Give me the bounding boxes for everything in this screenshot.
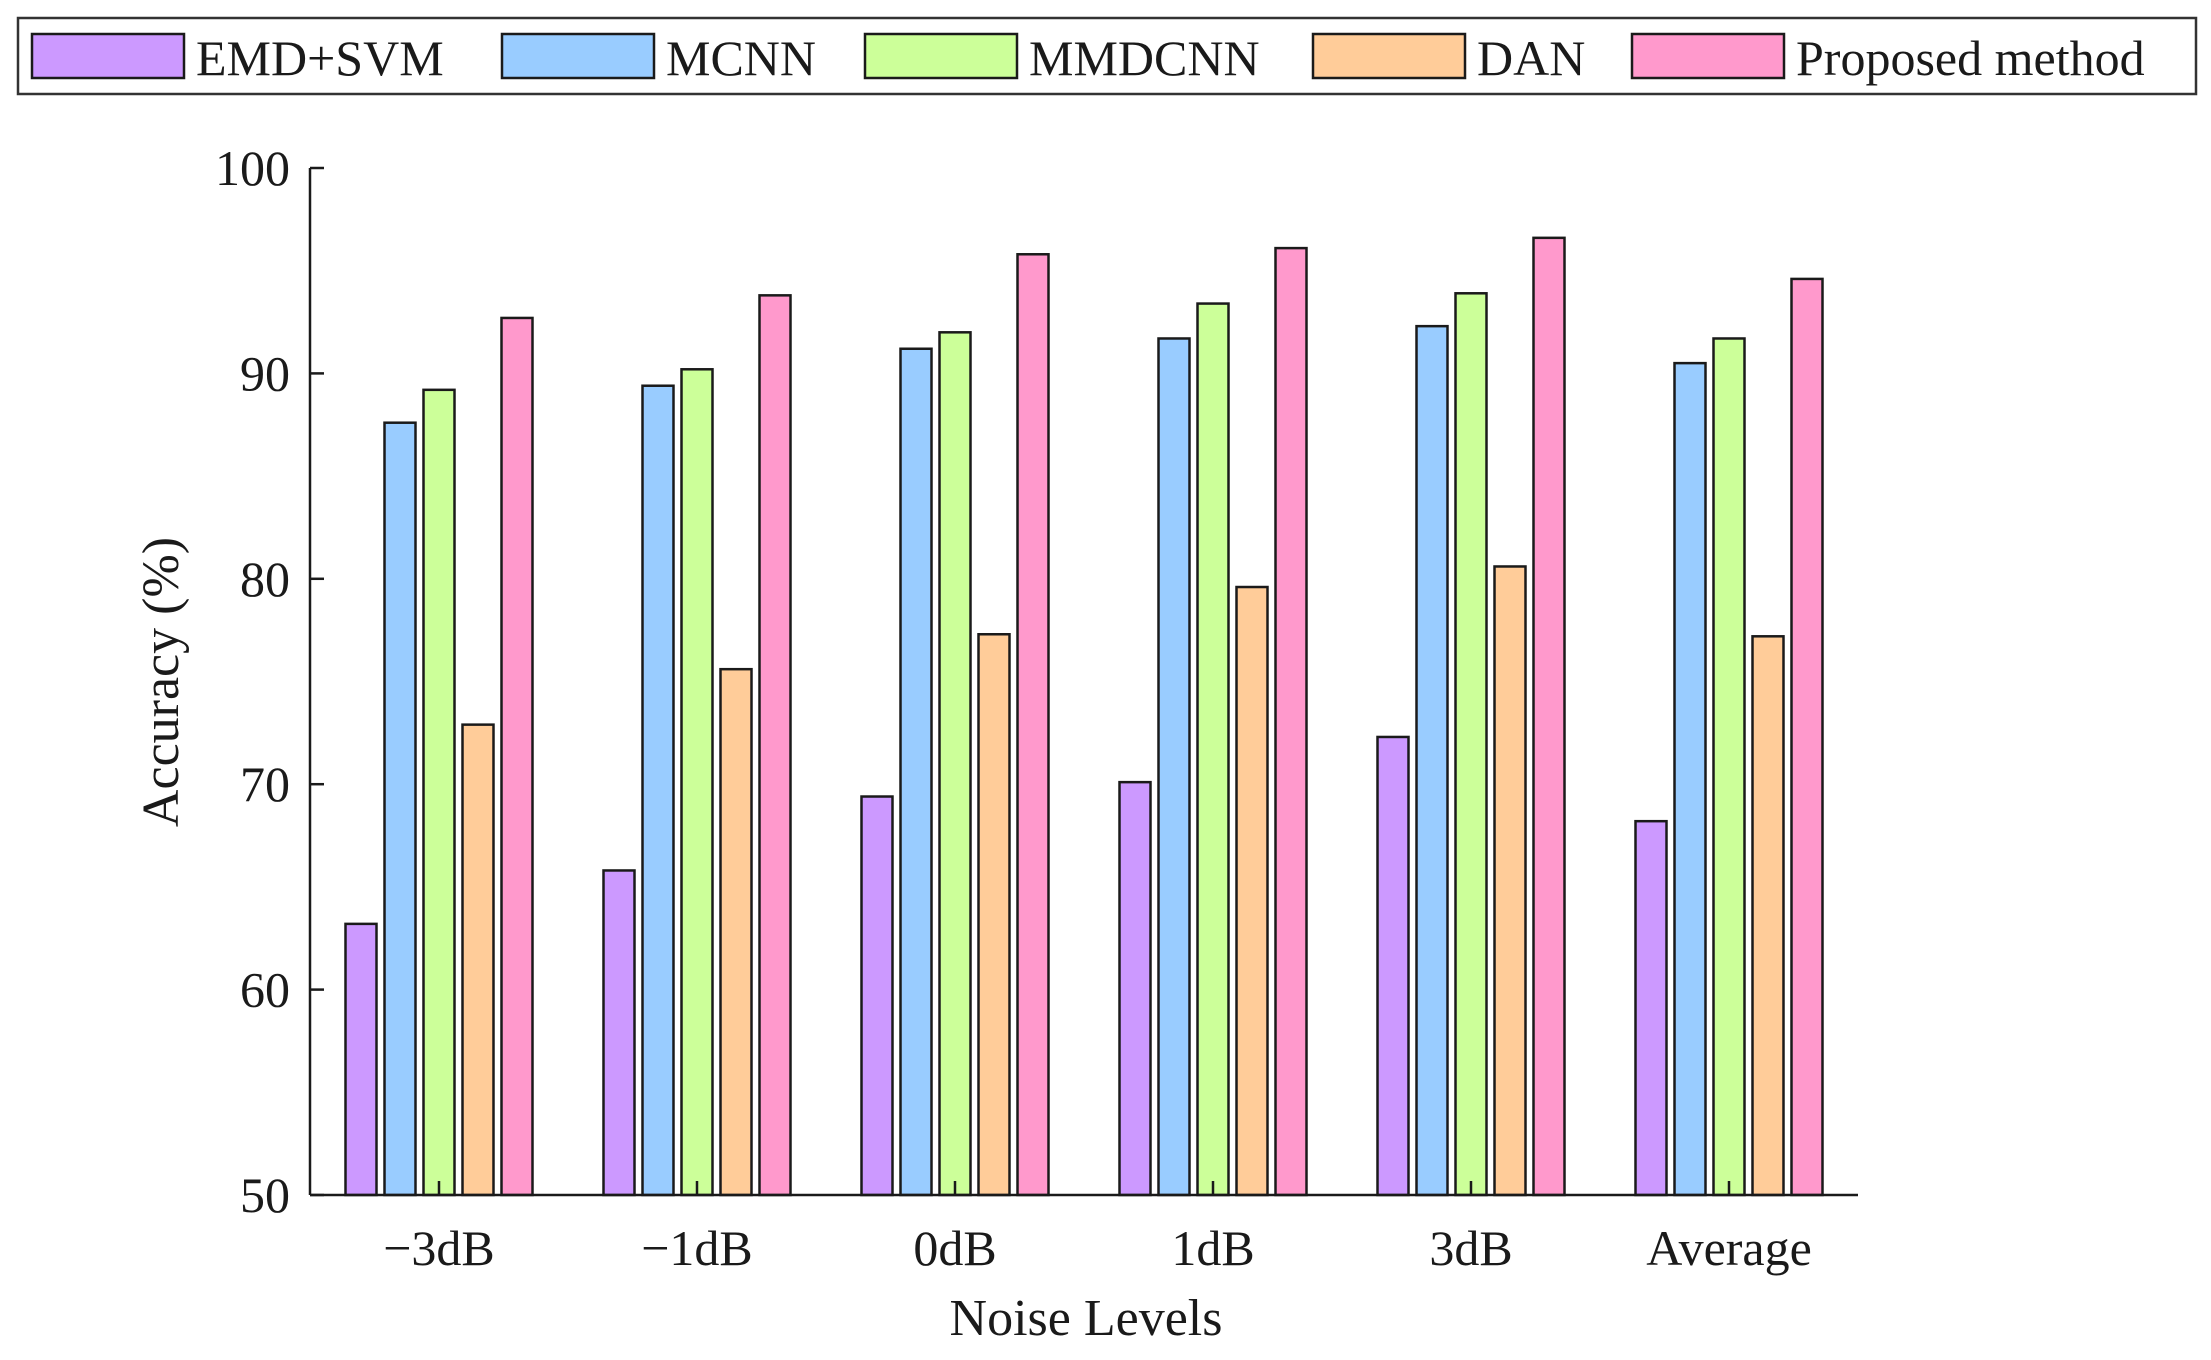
bar	[1790, 277, 1824, 1197]
y-tick-label: 50	[240, 1167, 290, 1223]
legend: EMD+SVM MCNN MMDCNN DAN Proposed method	[16, 16, 2198, 96]
bar	[1415, 324, 1449, 1197]
x-tick-label: 0dB	[913, 1220, 996, 1276]
bar	[938, 331, 972, 1197]
legend-item: DAN	[1311, 30, 1585, 86]
legend-label: DAN	[1477, 30, 1585, 86]
legend-swatch	[1311, 32, 1467, 80]
legend-item: MCNN	[500, 30, 816, 86]
bar	[1118, 780, 1152, 1197]
bar	[977, 633, 1011, 1197]
legend-item: MMDCNN	[863, 30, 1260, 86]
legend-item: EMD+SVM	[30, 30, 444, 86]
bar	[680, 368, 714, 1197]
axes: 50 60 70 80 90 100 −3dB −1dB 0dB 1dB 3dB Average	[215, 140, 1858, 1276]
bar	[383, 421, 417, 1197]
x-tick-label: 1dB	[1171, 1220, 1254, 1276]
bar	[344, 922, 378, 1197]
bar	[1532, 236, 1566, 1197]
y-tick-label: 100	[215, 140, 290, 196]
x-tick-label: −3dB	[383, 1220, 495, 1276]
legend-item: Proposed method	[1630, 30, 2145, 86]
bar	[1634, 819, 1668, 1197]
bar	[1673, 361, 1707, 1197]
bar-group	[1118, 246, 1308, 1197]
bar	[1751, 635, 1785, 1197]
bar	[899, 347, 933, 1197]
legend-label: MMDCNN	[1029, 30, 1260, 86]
y-tick-label: 70	[240, 756, 290, 812]
bar-group	[860, 253, 1050, 1197]
bar	[1454, 292, 1488, 1197]
bar	[1016, 253, 1050, 1197]
legend-swatch	[30, 32, 186, 80]
bar	[1493, 565, 1527, 1197]
legend-box	[16, 16, 2198, 96]
bar	[602, 869, 636, 1197]
bar	[758, 294, 792, 1197]
legend-label: Proposed method	[1796, 30, 2145, 86]
legend-swatch	[1630, 32, 1786, 80]
legend-swatch	[863, 32, 1019, 80]
bar	[1157, 337, 1191, 1197]
bars	[344, 236, 1824, 1197]
x-tick-label: 3dB	[1429, 1220, 1512, 1276]
x-tick-label: −1dB	[641, 1220, 753, 1276]
y-tick-label: 60	[240, 962, 290, 1018]
bar	[500, 316, 534, 1197]
bar-group	[1376, 236, 1566, 1197]
bar	[461, 723, 495, 1197]
y-tick-label: 90	[240, 345, 290, 401]
x-axis-label: Noise Levels	[950, 1290, 1223, 1347]
bar	[1235, 585, 1269, 1197]
bar-group	[344, 316, 534, 1197]
bar	[860, 795, 894, 1197]
bar-group	[1634, 277, 1824, 1197]
bar	[1196, 302, 1230, 1197]
y-axis-label: Accuracy (%)	[133, 537, 190, 827]
bar-group	[602, 294, 792, 1197]
bar	[1376, 735, 1410, 1197]
x-tick-label: Average	[1646, 1220, 1812, 1276]
bar	[641, 384, 675, 1197]
bar	[1274, 246, 1308, 1197]
bar	[1712, 337, 1746, 1197]
bar	[719, 667, 753, 1197]
legend-label: EMD+SVM	[196, 30, 444, 86]
bar	[422, 388, 456, 1197]
legend-label: MCNN	[666, 30, 816, 86]
y-tick-label: 80	[240, 551, 290, 607]
legend-swatch	[500, 32, 656, 80]
